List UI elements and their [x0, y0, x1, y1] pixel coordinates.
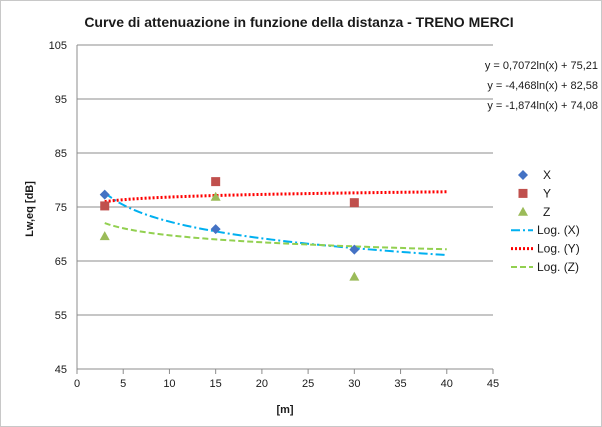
x-tick-label-35: 35 [394, 378, 406, 390]
y-axis-label: Lw,eq [dB] [24, 181, 36, 237]
legend-label-trend-2: Log. (Z) [537, 260, 579, 274]
trendlines [104, 190, 447, 257]
x-tick-label-40: 40 [441, 378, 453, 390]
equation-0: y = 0,7072ln(x) + 75,21 [485, 60, 598, 72]
point-X-0 [99, 189, 110, 200]
legend: XYZ Log. (X) Log. (Y) Log. (Z) [511, 168, 580, 274]
data-points [99, 177, 360, 281]
y-tick-label-45: 45 [55, 364, 67, 376]
legend-label-Y: Y [543, 186, 551, 200]
trendline-2 [104, 222, 447, 251]
legend-label-Z: Z [543, 205, 550, 219]
legend-label-trend-1: Log. (Y) [537, 242, 580, 256]
trendline-equations: y = 0,7072ln(x) + 75,21 y = -4,468ln(x) +… [485, 60, 598, 112]
x-tick-label-0: 0 [74, 378, 80, 390]
point-Z-1 [210, 191, 221, 201]
legend-label-X: X [543, 168, 551, 182]
equation-1: y = -4,468ln(x) + 82,58 [487, 80, 598, 92]
x-tick-label-10: 10 [163, 378, 175, 390]
x-tick-label-30: 30 [348, 378, 360, 390]
legend-label-trend-0: Log. (X) [537, 223, 580, 237]
x-tick-label-25: 25 [302, 378, 314, 390]
x-axis-label: [m] [276, 404, 293, 416]
y-tick-label-55: 55 [55, 310, 67, 322]
x-tick-label-15: 15 [210, 378, 222, 390]
point-Y-0 [100, 201, 110, 211]
trendline-1 [104, 190, 447, 204]
trendline-0 [104, 191, 447, 257]
y-tick-label-105: 105 [49, 40, 67, 52]
chart-title: Curve di attenuazione in funzione della … [84, 14, 513, 30]
point-Z-2 [349, 271, 360, 281]
legend-marker-X [518, 170, 528, 180]
x-tick-label-5: 5 [120, 378, 126, 390]
point-Y-1 [211, 177, 221, 187]
y-tick-label-65: 65 [55, 256, 67, 268]
x-tick-label-45: 45 [487, 378, 499, 390]
y-tick-label-75: 75 [55, 202, 67, 214]
legend-marker-Y [518, 188, 528, 198]
y-tick-label-95: 95 [55, 94, 67, 106]
x-tick-label-20: 20 [256, 378, 268, 390]
gridlines [77, 44, 493, 370]
y-tick-label-85: 85 [55, 148, 67, 160]
point-Z-0 [99, 231, 110, 241]
point-X-2 [349, 244, 360, 255]
equation-2: y = -1,874ln(x) + 74,08 [487, 100, 598, 112]
legend-marker-Z [518, 206, 528, 216]
point-Y-2 [349, 198, 359, 208]
point-X-1 [210, 224, 221, 235]
axes: 45 55 65 75 85 95 105 0 5 10 15 20 25 30 35 40 45 [49, 40, 499, 390]
